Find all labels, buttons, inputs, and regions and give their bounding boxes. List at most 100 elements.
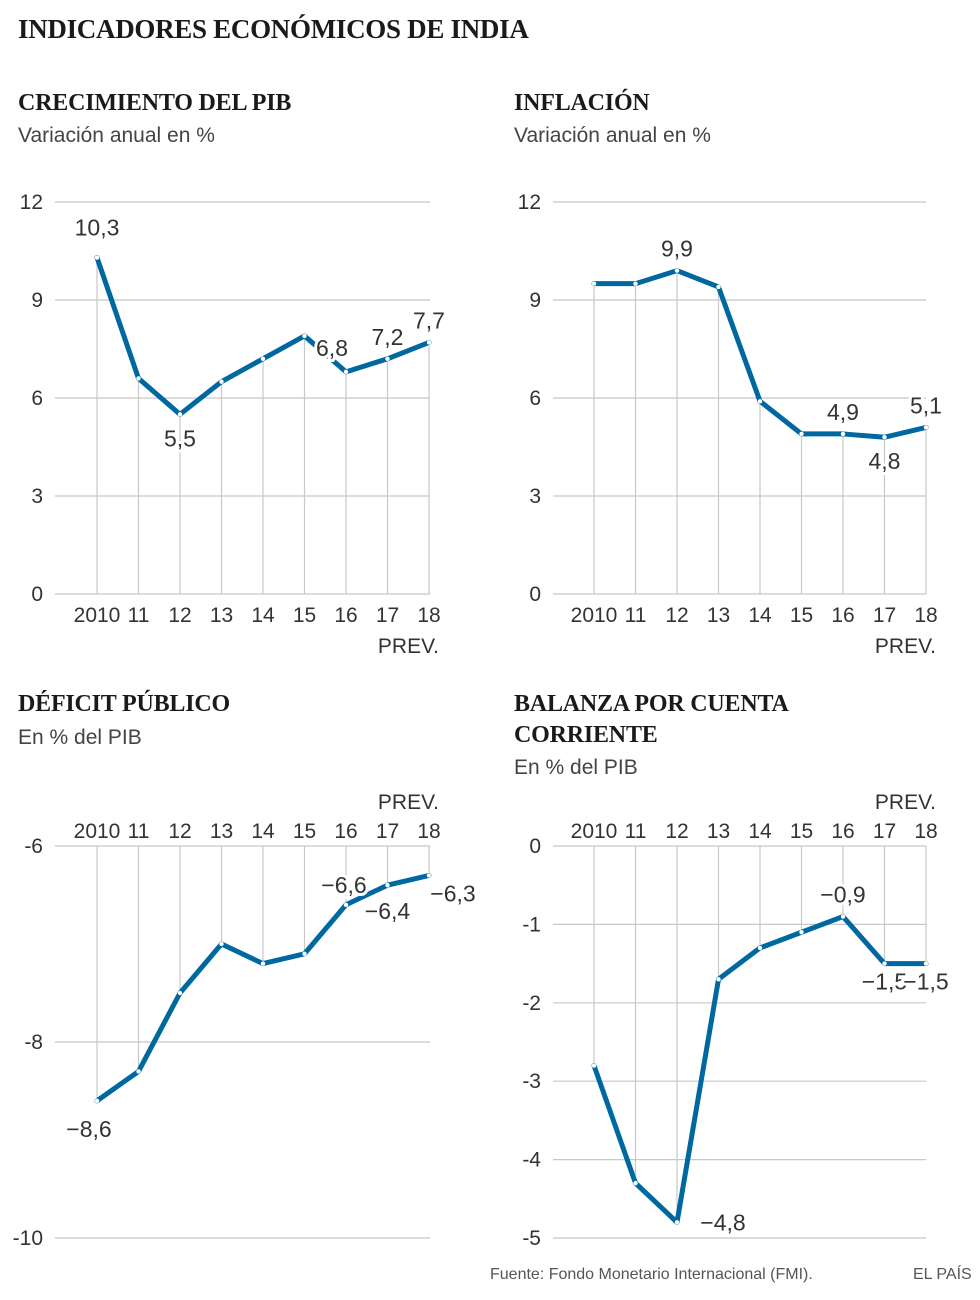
y-tick-label: 6: [31, 387, 43, 410]
data-point: [633, 281, 638, 286]
y-tick-label: 0: [529, 835, 541, 858]
data-point: [757, 399, 763, 404]
x-tick-label: 18: [914, 820, 937, 843]
x-tick-label: 2010: [74, 604, 121, 627]
y-tick-label: -1: [522, 913, 541, 936]
data-point: [923, 425, 929, 430]
data-point: [633, 1180, 638, 1186]
x-tick-label: 14: [251, 604, 275, 627]
data-point: [385, 356, 390, 361]
x-tick-label: 14: [748, 820, 772, 843]
data-point: [136, 376, 141, 381]
data-point: [716, 977, 721, 982]
data-label: 4,9: [827, 399, 859, 425]
x-tick-label: 2010: [571, 604, 618, 627]
chart-subtitle-pib: Variación anual en %: [18, 124, 215, 147]
data-point: [840, 914, 846, 919]
x-tick-label: 15: [790, 820, 813, 843]
data-point: [757, 945, 763, 951]
y-tick-label: -8: [24, 1031, 43, 1054]
y-tick-label: 0: [31, 583, 43, 606]
x-tick-label: 11: [128, 604, 150, 627]
data-point: [219, 379, 224, 384]
x-tick-label: 12: [665, 604, 688, 627]
x-tick-label: 17: [873, 604, 896, 627]
data-label: 10,3: [75, 215, 120, 241]
x-tick-label: 11: [625, 820, 647, 843]
data-label: 7,7: [413, 307, 445, 333]
y-tick-label: 9: [529, 289, 541, 312]
brand-logo: EL PAÍS: [913, 1266, 972, 1283]
data-point: [94, 255, 100, 260]
chart-inflacion: 0 3 6 9 12 2010 11 12 13 14 15 16 17 18 PREV. 9,9 4,9 4,8…: [518, 191, 945, 658]
y-tick-label: -10: [13, 1227, 43, 1250]
data-point: [923, 961, 929, 966]
data-label: −6,3: [430, 880, 475, 906]
x-tick-label: 18: [914, 604, 937, 627]
x-tick-label: 16: [334, 604, 357, 627]
source-note: Fuente: Fondo Monetario Internacional (F…: [490, 1266, 813, 1283]
chart-subtitle-deficit: En % del PIB: [18, 726, 142, 749]
data-point: [799, 431, 804, 437]
page-title: INDICADORES ECONÓMICOS DE INDIA: [18, 14, 529, 44]
x-tick-label: 11: [128, 820, 150, 843]
data-point: [343, 369, 349, 375]
data-label: −1,5: [862, 969, 907, 995]
x-tick-label: 17: [873, 820, 896, 843]
series-line: [591, 914, 929, 1225]
data-point: [94, 1098, 100, 1104]
data-point: [343, 902, 349, 907]
x-tick-label: 17: [376, 820, 399, 843]
x-tick-label: 12: [168, 820, 191, 843]
chart-deficit: -10 -8 -6 2010 11 12 13 14 15 16 17 18 PREV. −8,6 −6,6…: [13, 791, 479, 1250]
data-label: 5,1: [910, 392, 942, 418]
x-tick-label: 17: [376, 604, 399, 627]
forecast-label: PREV.: [875, 791, 936, 814]
forecast-label: PREV.: [875, 635, 936, 658]
x-tick-label: 15: [790, 604, 813, 627]
chart-balanza: -5 -4 -3 -2 -1 0 2010 11 12 13 14 15 16 17 18 PREV. −4,8…: [522, 791, 951, 1250]
x-tick-label: 14: [251, 820, 275, 843]
data-point: [426, 873, 432, 878]
data-point: [716, 284, 721, 290]
data-label: −6,4: [365, 898, 411, 924]
x-tick-label: 2010: [74, 820, 121, 843]
data-label: −6,6: [321, 872, 366, 898]
y-tick-label: -4: [522, 1149, 541, 1172]
data-label: 9,9: [661, 236, 693, 262]
data-label: 5,5: [164, 425, 196, 451]
x-tick-label: 12: [665, 820, 688, 843]
chart-pib: 0 3 6 9 12 2010 11 12 13 14 15 16 17 18 PREV. 10,3 5,5 6,…: [20, 191, 448, 658]
y-tick-label: -2: [522, 992, 541, 1015]
data-label: 4,8: [869, 448, 901, 474]
chart-title-deficit: DÉFICIT PÚBLICO: [18, 691, 230, 717]
y-tick-label: 9: [31, 289, 43, 312]
y-tick-label: 6: [529, 387, 541, 410]
data-point: [260, 356, 266, 361]
data-point: [302, 951, 307, 956]
chart-title-inflacion: INFLACIÓN: [514, 90, 650, 116]
chart-title-balanza: BALANZA POR CUENTA CORRIENTE: [514, 691, 788, 748]
y-tick-label: 12: [518, 191, 541, 214]
data-point: [799, 930, 804, 935]
x-tick-label: 16: [334, 820, 357, 843]
y-tick-label: -5: [522, 1227, 541, 1250]
chart-subtitle-inflacion: Variación anual en %: [514, 124, 711, 147]
x-tick-label: 15: [293, 820, 316, 843]
y-tick-label: 3: [529, 485, 541, 508]
x-tick-label: 16: [831, 820, 854, 843]
data-point: [385, 883, 390, 888]
data-point: [177, 412, 183, 417]
data-point: [882, 435, 887, 440]
data-point: [260, 961, 266, 966]
x-tick-label: 18: [417, 820, 440, 843]
data-point: [840, 431, 846, 437]
y-tick-label: -3: [522, 1070, 541, 1093]
data-point: [591, 281, 597, 286]
y-tick-label: 12: [20, 191, 43, 214]
forecast-label: PREV.: [378, 791, 439, 814]
data-point: [136, 1069, 141, 1074]
x-tick-label: 12: [168, 604, 191, 627]
y-tick-label: -6: [24, 835, 43, 858]
